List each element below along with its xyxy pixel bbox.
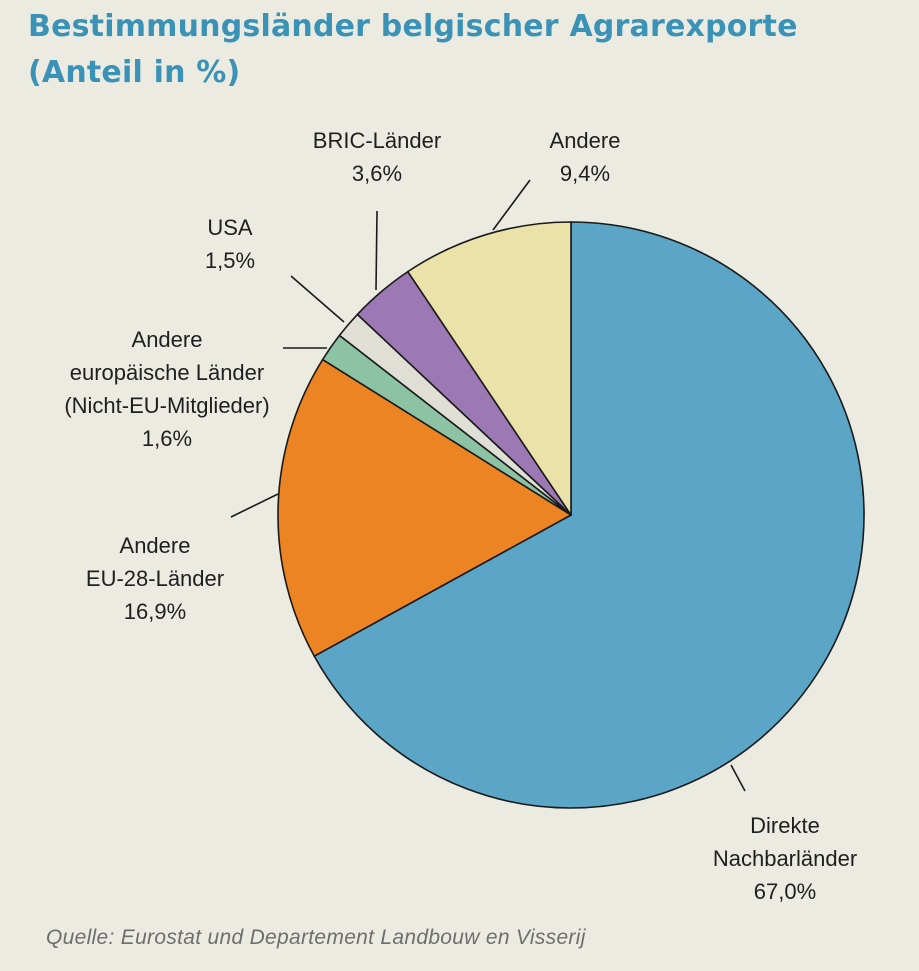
pie-slice-andere	[407, 221, 572, 516]
leader-lines	[230, 179, 746, 792]
pie-slices	[277, 221, 865, 809]
leader-line-andere-eu28	[230, 493, 279, 518]
leader-line-usa	[290, 275, 345, 323]
pie-slice-direkte-nachbarlaender	[313, 221, 865, 809]
slice-label-andere-europaeische: Andere europäische Länder (Nicht-EU-Mitgli…	[64, 327, 269, 451]
leader-line-bric	[375, 210, 378, 291]
slice-name-andere-europaeische: (Nicht-EU-Mitglieder)	[64, 393, 269, 418]
slice-value-usa: 1,5%	[205, 248, 255, 273]
slice-name-usa: USA	[207, 215, 253, 240]
chart-title: Bestimmungsländer belgischer Agrarexport…	[28, 4, 908, 96]
slice-label-usa: USA 1,5%	[205, 215, 255, 273]
slice-name-andere-europaeische: europäische Länder	[70, 360, 264, 385]
pie-slice-andere-eu28	[277, 358, 572, 657]
slice-label-bric: BRIC-Länder 3,6%	[313, 128, 441, 186]
slice-name-andere-eu28: EU-28-Länder	[86, 566, 224, 591]
slice-name-andere-europaeische: Andere	[132, 327, 203, 352]
slice-value-bric: 3,6%	[352, 161, 402, 186]
slice-labels: Direkte Nachbarländer 67,0% Andere EU-28-Län…	[64, 128, 857, 904]
leader-line-direkte-nachbarlaender	[730, 764, 746, 792]
slice-name-bric: BRIC-Länder	[313, 128, 441, 153]
slice-label-andere-eu28: Andere EU-28-Länder 16,9%	[86, 533, 224, 624]
slice-label-direkte-nachbarlaender: Direkte Nachbarländer 67,0%	[713, 813, 857, 904]
slice-name-direkte-nachbarlaender: Nachbarländer	[713, 846, 857, 871]
slice-label-andere: Andere 9,4%	[550, 128, 621, 186]
leader-line-andere	[492, 179, 531, 231]
slice-name-andere: Andere	[550, 128, 621, 153]
slice-value-direkte-nachbarlaender: 67,0%	[754, 879, 816, 904]
slice-value-andere-eu28: 16,9%	[124, 599, 186, 624]
chart-title-line-2: (Anteil in %)	[28, 55, 241, 90]
slice-name-andere-eu28: Andere	[120, 533, 191, 558]
slice-value-andere-europaeische: 1,6%	[142, 426, 192, 451]
slice-value-andere: 9,4%	[560, 161, 610, 186]
source-note: Quelle: Eurostat und Departement Landbou…	[46, 926, 586, 949]
slice-name-direkte-nachbarlaender: Direkte	[750, 813, 820, 838]
chart-title-line-1: Bestimmungsländer belgischer Agrarexport…	[28, 9, 798, 44]
